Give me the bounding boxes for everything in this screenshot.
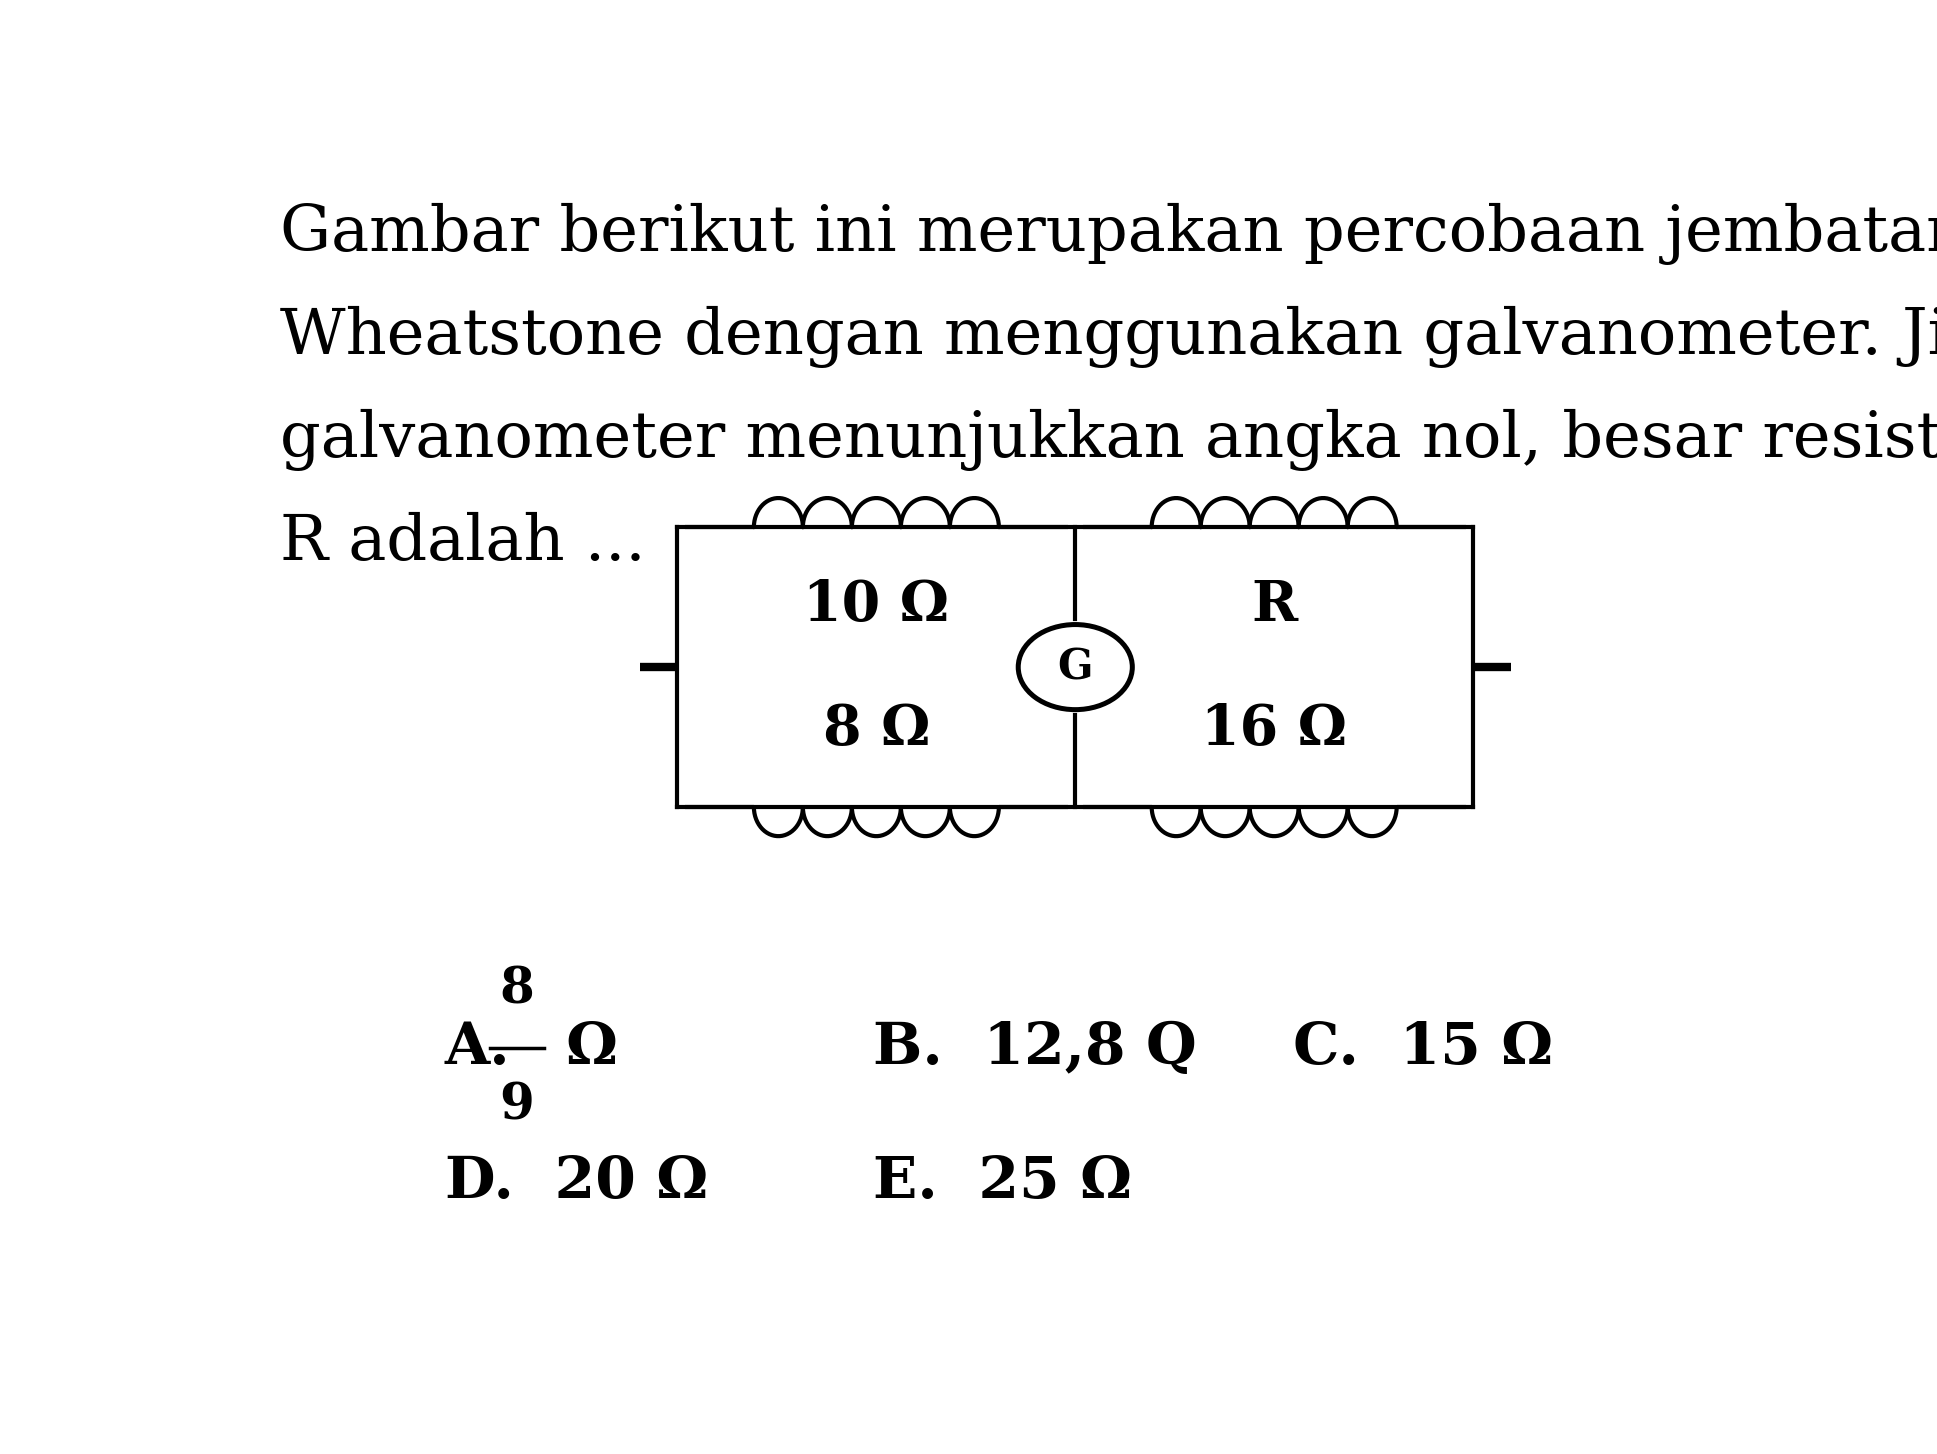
Text: 16 Ω: 16 Ω [1201,702,1346,756]
Text: D.  20 Ω: D. 20 Ω [446,1154,709,1210]
Text: G: G [1058,646,1092,688]
Text: Gambar berikut ini merupakan percobaan jembatan: Gambar berikut ini merupakan percobaan j… [279,202,1937,265]
Circle shape [1019,625,1133,710]
Text: 10 Ω: 10 Ω [804,577,949,632]
Text: galvanometer menunjukkan angka nol, besar resistor: galvanometer menunjukkan angka nol, besa… [279,409,1937,471]
Text: Ω: Ω [566,1019,616,1076]
Text: E.  25 Ω: E. 25 Ω [872,1154,1131,1210]
Text: R: R [1251,577,1298,632]
Text: 8: 8 [500,965,535,1015]
Text: C.  15 Ω: C. 15 Ω [1294,1019,1553,1076]
Text: 8 Ω: 8 Ω [823,702,930,756]
Text: A.: A. [446,1019,511,1076]
Text: Wheatstone dengan menggunakan galvanometer. Jika: Wheatstone dengan menggunakan galvanomet… [279,305,1937,368]
Text: R adalah ...: R adalah ... [279,512,645,573]
Text: 9: 9 [500,1082,535,1130]
Text: B.  12,8 Q: B. 12,8 Q [872,1019,1197,1076]
